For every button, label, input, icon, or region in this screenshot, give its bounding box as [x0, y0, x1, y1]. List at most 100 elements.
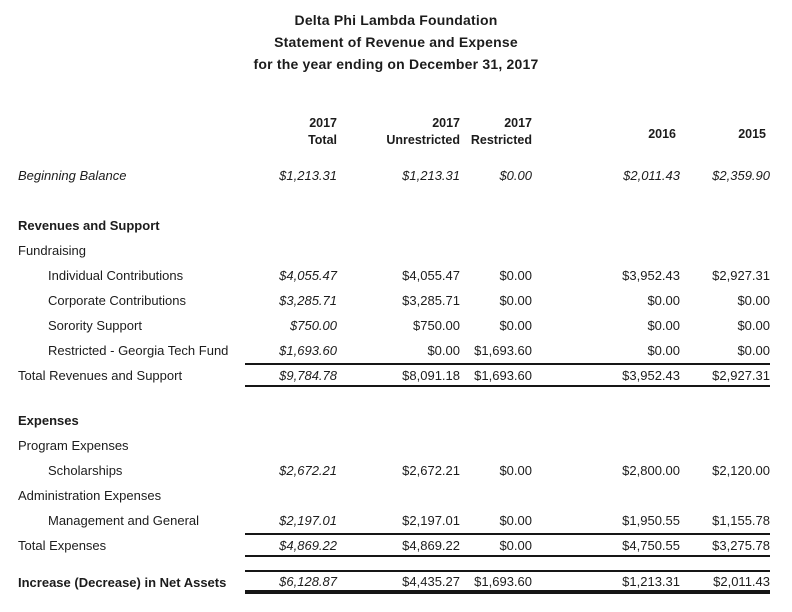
value-cell: $2,120.00 [712, 463, 770, 478]
row-corporate-contributions: Corporate Contributions $3,285.71 $3,285.7… [18, 288, 774, 313]
value-cell: $2,927.31 [712, 367, 770, 383]
column-header-row: 2017 Total 2017 Unrestricted 2017 Restri… [18, 105, 774, 149]
value-cell: $4,055.47 [279, 268, 337, 283]
row-values: $4,869.22 $4,869.22 $0.00 $4,750.55 $3,275.7… [245, 533, 770, 557]
value-cell: $750.00 [290, 318, 337, 333]
value-cell: $0.00 [647, 293, 680, 308]
col-header-year: 2017 [432, 116, 460, 130]
value-cell: $3,285.71 [279, 293, 337, 308]
row-expenses: Expenses [18, 408, 774, 433]
value-cell: $1,950.55 [622, 513, 680, 528]
value-cell: $1,213.31 [279, 168, 337, 183]
value-cell: $2,197.01 [279, 513, 337, 528]
row-values: $2,672.21 $2,672.21 $0.00 $2,800.00 $2,120.0… [245, 458, 770, 483]
value-cell: $3,952.43 [622, 367, 680, 383]
value-cell: $1,155.78 [712, 513, 770, 528]
col-header-sub: Unrestricted [386, 133, 460, 147]
value-cell: $2,011.43 [713, 573, 770, 589]
row-values: $2,197.01 $2,197.01 $0.00 $1,950.55 $1,155.7… [245, 508, 770, 533]
row-values: $3,285.71 $3,285.71 $0.00 $0.00 $0.00 [245, 288, 770, 313]
row-values: $9,784.78 $8,091.18 $1,693.60 $3,952.43 $2,9… [245, 363, 770, 387]
row-label: Expenses [18, 413, 79, 428]
row-values: $1,213.31 $1,213.31 $0.00 $2,011.43 $2,359.9… [245, 163, 770, 188]
row-management-and-general: Management and General $2,197.01 $2,197.01… [18, 508, 774, 533]
row-label: Total Revenues and Support [18, 367, 183, 383]
value-cell: $0.00 [499, 513, 532, 528]
value-cell: $3,952.43 [622, 268, 680, 283]
header-label-spacer [18, 105, 245, 149]
row-spacer [18, 387, 774, 408]
row-program-expenses: Program Expenses [18, 433, 774, 458]
value-cell: $1,213.31 [622, 573, 680, 589]
row-label: Beginning Balance [18, 168, 127, 183]
value-cell: $0.00 [427, 343, 460, 358]
col-header-sub: Restricted [470, 133, 532, 147]
value-cell: $4,055.47 [402, 268, 460, 283]
value-cell: $0.00 [499, 268, 532, 283]
value-cell: $1,693.60 [474, 343, 532, 358]
row-beginning-balance: Beginning Balance $1,213.31 $1,213.31 $0.00… [18, 163, 774, 188]
value-cell: $1,693.60 [474, 573, 532, 589]
value-cell: $0.00 [499, 293, 532, 308]
row-spacer [18, 557, 774, 570]
row-scholarships: Scholarships $2,672.21 $2,672.21 $0.00 $2,80… [18, 458, 774, 483]
row-spacer [18, 188, 774, 213]
value-cell: $2,800.00 [622, 463, 680, 478]
row-values [245, 213, 770, 238]
value-cell: $8,091.18 [402, 367, 460, 383]
value-cell: $0.00 [647, 318, 680, 333]
row-values: $1,693.60 $0.00 $1,693.60 $0.00 $0.00 [245, 338, 770, 363]
col-header-year: 2016 [648, 127, 676, 141]
title-org-name: Delta Phi Lambda Foundation [294, 12, 498, 28]
row-values [245, 238, 770, 263]
value-cell: $0.00 [737, 343, 770, 358]
row-label: Restricted - Georgia Tech Fund [48, 343, 229, 358]
row-values [245, 408, 770, 433]
col-header-year: 2017 [309, 116, 337, 130]
row-values [245, 433, 770, 458]
row-individual-contributions: Individual Contributions $4,055.47 $4,055.… [18, 263, 774, 288]
row-label: Administration Expenses [18, 488, 162, 503]
title-statement-name: Statement of Revenue and Expense [274, 34, 518, 50]
value-cell: $3,285.71 [402, 293, 460, 308]
col-header-2015: 2015 [680, 105, 770, 149]
statement-table: 2017 Total 2017 Unrestricted 2017 Restri… [18, 105, 774, 594]
value-cell: $2,197.01 [402, 513, 460, 528]
value-cell: $0.00 [499, 168, 532, 183]
value-cell: $0.00 [737, 293, 770, 308]
value-cell: $1,213.31 [402, 168, 460, 183]
row-total-revenues-and-support: Total Revenues and Support $9,784.78 $8,09… [18, 363, 774, 387]
row-label: Revenues and Support [18, 218, 160, 233]
row-restricted-georgia-tech-fund: Restricted - Georgia Tech Fund $1,693.60 $… [18, 338, 774, 363]
statement-rows: Beginning Balance $1,213.31 $1,213.31 $0.00… [18, 163, 774, 594]
row-total-expenses: Total Expenses $4,869.22 $4,869.22 $0.00 $4,… [18, 533, 774, 557]
col-header-sub: Total [308, 133, 337, 147]
value-cell: $1,693.60 [474, 367, 532, 383]
col-header-year: 2015 [738, 127, 766, 141]
row-label: Management and General [48, 513, 200, 528]
row-label: Sorority Support [48, 318, 142, 333]
value-cell: $0.00 [647, 343, 680, 358]
row-label: Program Expenses [18, 438, 129, 453]
value-cell: $4,435.27 [402, 573, 460, 589]
value-cell: $2,359.90 [712, 168, 770, 183]
value-cell: $2,672.21 [279, 463, 337, 478]
row-increase-decrease-in-net-assets: Increase (Decrease) in Net Assets $6,128.… [18, 570, 774, 594]
value-cell: $2,927.31 [712, 268, 770, 283]
row-fundraising: Fundraising [18, 238, 774, 263]
value-cell: $0.00 [499, 463, 532, 478]
row-label: Corporate Contributions [48, 293, 187, 308]
row-sorority-support: Sorority Support $750.00 $750.00 $0.00 $0.00… [18, 313, 774, 338]
row-values: $750.00 $750.00 $0.00 $0.00 $0.00 [245, 313, 770, 338]
row-administration-expenses: Administration Expenses [18, 483, 774, 508]
row-label: Increase (Decrease) in Net Assets [18, 574, 227, 590]
col-header-year: 2017 [504, 116, 532, 130]
value-cell: $3,275.78 [712, 537, 770, 553]
value-cell: $6,128.87 [279, 573, 337, 589]
col-header-2017-total: 2017 Total [245, 105, 337, 149]
value-cell: $2,672.21 [402, 463, 460, 478]
col-header-2016: 2016 [532, 105, 680, 149]
col-header-2017-restricted: 2017 Restricted [460, 105, 532, 149]
value-cell: $0.00 [499, 318, 532, 333]
